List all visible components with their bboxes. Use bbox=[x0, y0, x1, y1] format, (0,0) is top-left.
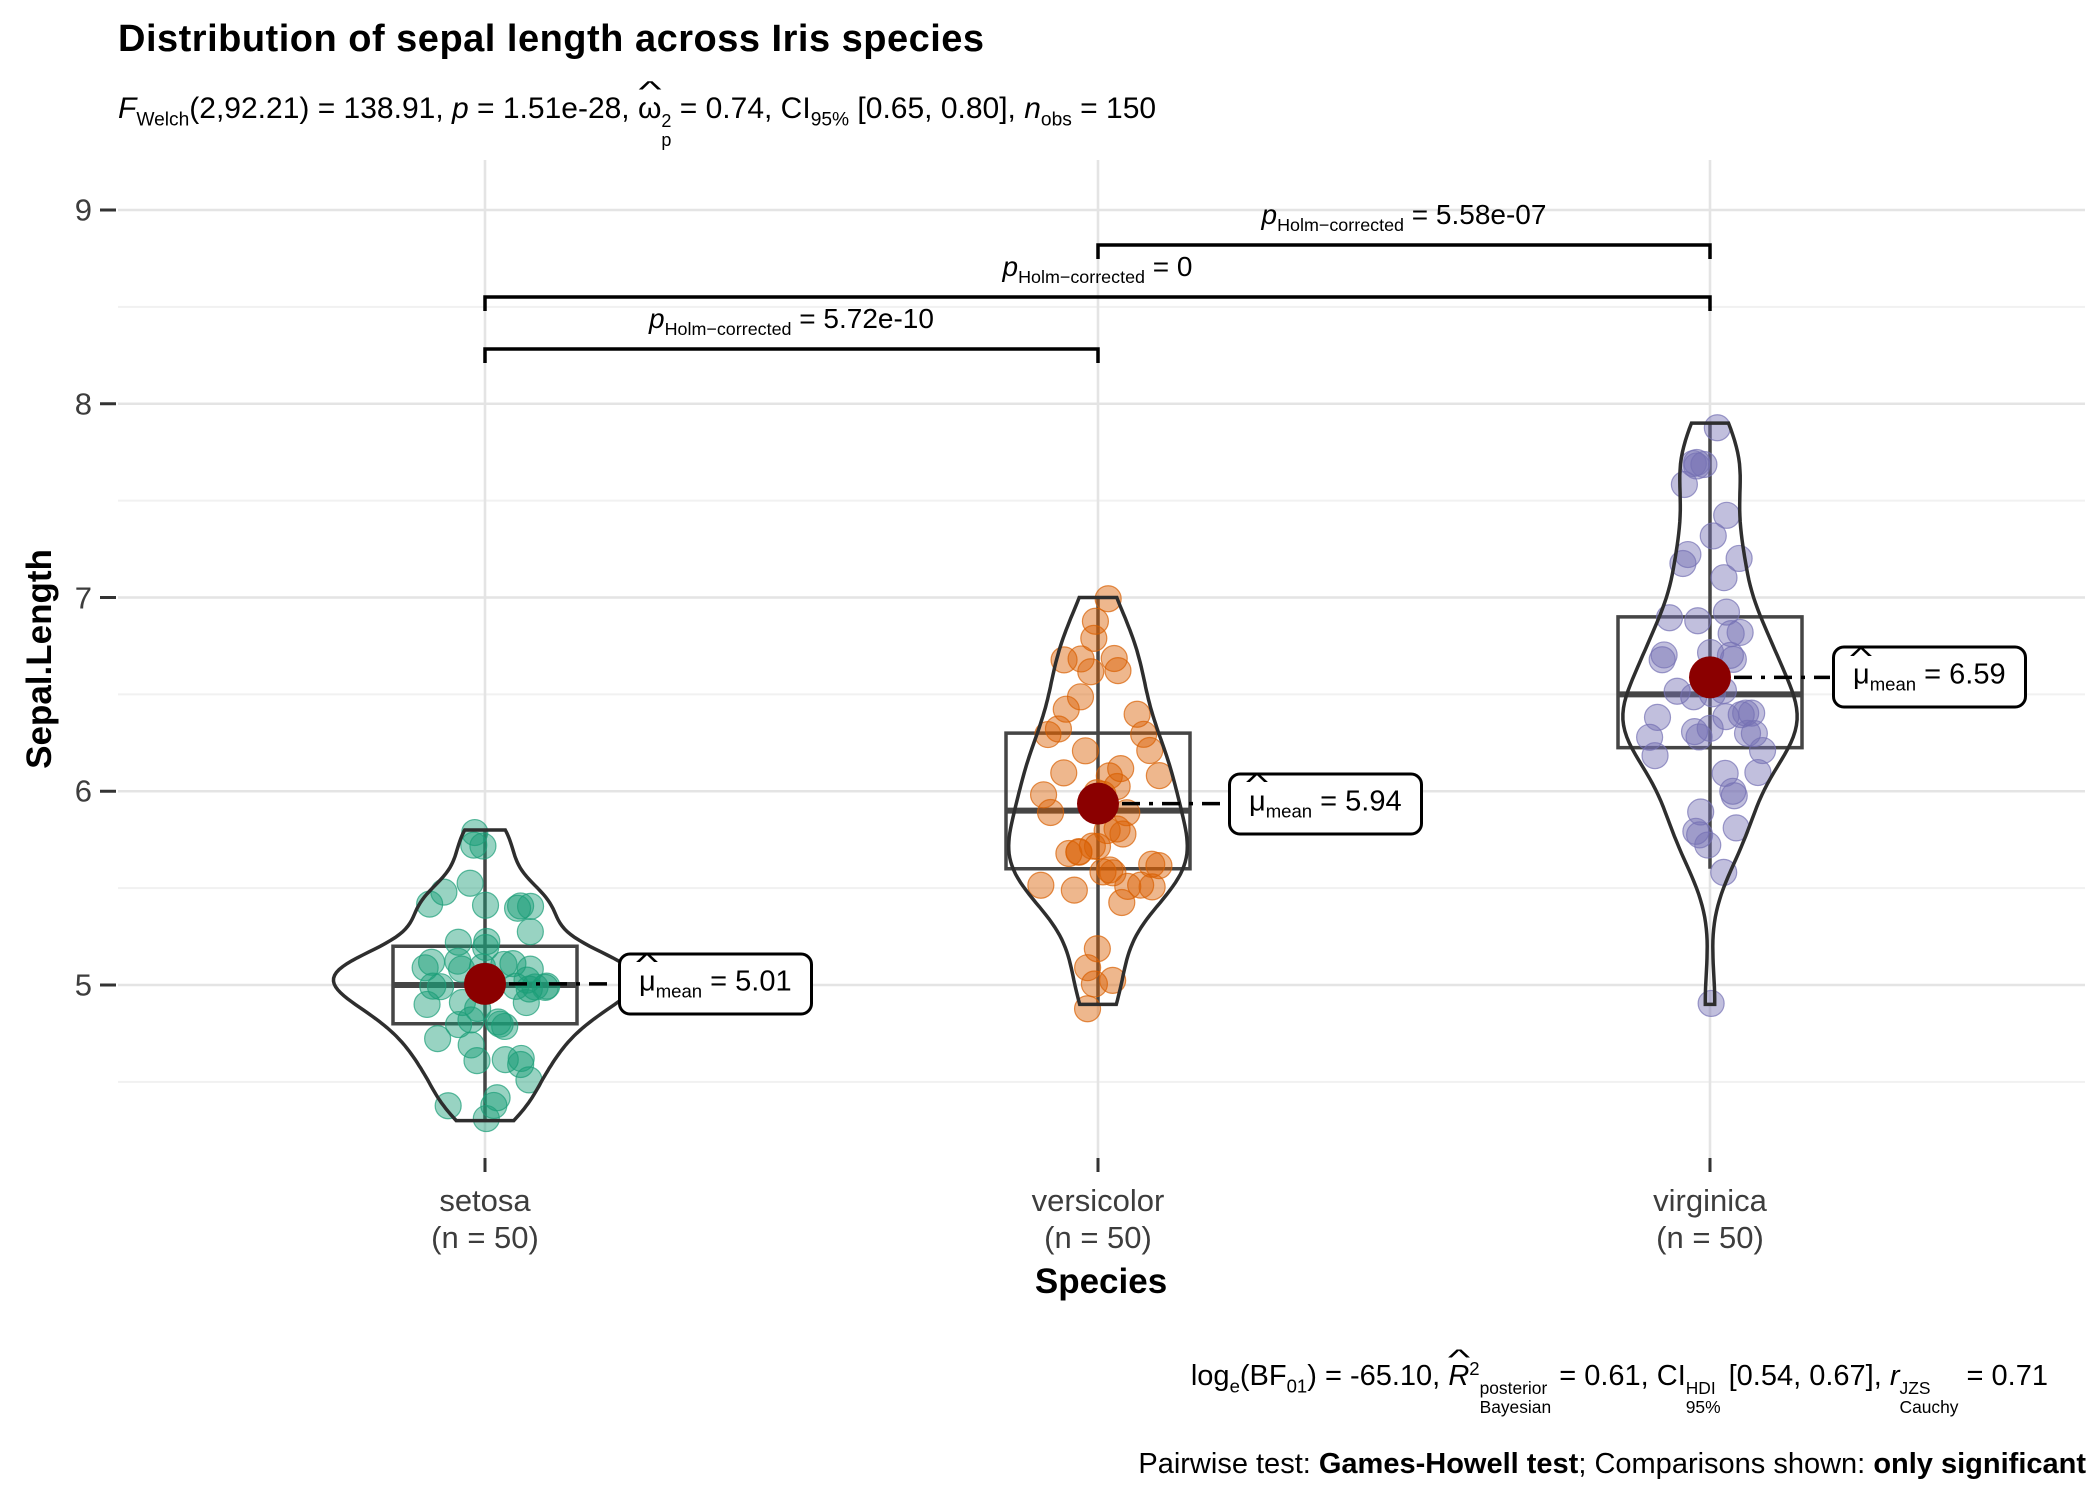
y-tick-label: 8 bbox=[74, 386, 92, 422]
mean-annotation-virginica: μmean = 6.59 bbox=[1832, 645, 2027, 709]
comparison-label-setosa-virginica: pHolm−corrected = 0 bbox=[1002, 251, 1193, 287]
y-tick-label: 5 bbox=[74, 967, 92, 1003]
x-tick-label: setosa bbox=[439, 1183, 531, 1218]
x-tick-setosa: setosa (n = 50) bbox=[431, 1182, 539, 1256]
x-tick-count: (n = 50) bbox=[1044, 1220, 1152, 1256]
y-tick-label: 6 bbox=[74, 773, 92, 809]
x-tick-count: (n = 50) bbox=[1656, 1220, 1764, 1256]
mean-annotation-versicolor: μmean = 5.94 bbox=[1228, 772, 1423, 836]
x-tick-versicolor: versicolor (n = 50) bbox=[1032, 1182, 1165, 1256]
x-tick-count: (n = 50) bbox=[431, 1220, 539, 1256]
pairwise-test-caption: Pairwise test: Games-Howell test; Compar… bbox=[1138, 1448, 2086, 1480]
comparison-label-setosa-versicolor: pHolm−corrected = 5.72e-10 bbox=[649, 303, 934, 339]
x-axis-title: Species bbox=[1034, 1262, 1168, 1301]
stats-subtitle: FWelch(2,92.21) = 138.91, p = 1.51e-28, … bbox=[118, 92, 1156, 151]
mean-annotation-setosa: μmean = 5.01 bbox=[618, 952, 813, 1016]
x-tick-virginica: virginica (n = 50) bbox=[1653, 1182, 1767, 1256]
bayes-caption: loge(BF01) = -65.10, R2posteriorBayesian… bbox=[1191, 1358, 2048, 1416]
y-tick-label: 7 bbox=[74, 580, 92, 615]
comparison-label-versicolor-virginica: pHolm−corrected = 5.58e-07 bbox=[1261, 199, 1547, 235]
x-tick-label: virginica bbox=[1653, 1183, 1767, 1218]
y-tick-label: 9 bbox=[74, 192, 92, 228]
x-tick-label: versicolor bbox=[1031, 1183, 1165, 1218]
plot-title: Distribution of sepal length across Iris… bbox=[118, 18, 985, 60]
